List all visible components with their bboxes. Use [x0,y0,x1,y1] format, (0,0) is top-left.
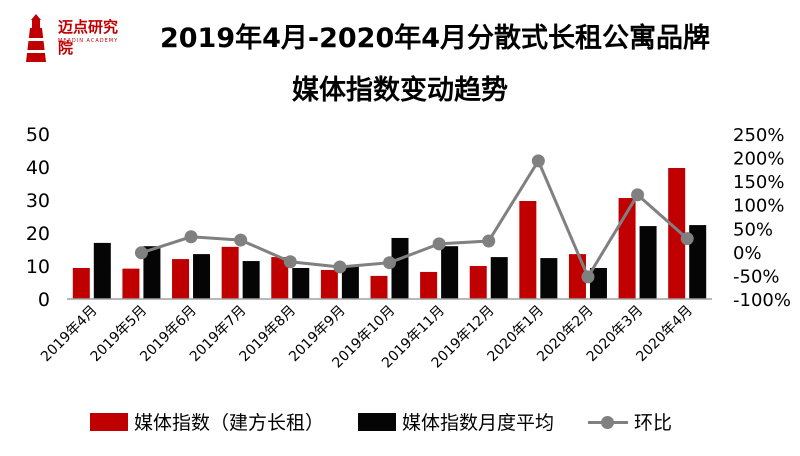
bar-series1 [172,259,190,299]
bar-series2 [193,254,211,299]
line-point [631,188,645,202]
right-axis-tick: 0% [733,243,762,264]
line-point [482,234,496,248]
bar-series2 [689,225,707,299]
bar-series1 [320,269,338,299]
line-point [283,255,297,269]
chart-title-line2: 媒体指数变动趋势 [292,75,508,106]
legend-item-series2: 媒体指数月度平均 [358,408,554,435]
legend-item-series1: 媒体指数（建方长租） [90,408,324,435]
left-axis-tick: 20 [26,223,50,245]
legend-swatch-black [358,412,397,431]
legend-swatch-red [90,412,128,431]
line-point [680,232,694,246]
right-axis-tick: 250% [733,125,784,146]
logo-text: 迈点研究院 [58,18,119,57]
bar-series1 [469,266,487,299]
line-point [432,237,446,251]
legend-label: 环比 [634,412,673,434]
left-axis-tick: 30 [26,190,50,212]
logo: 迈点研究院 MEADIN ACADEMY [18,14,128,66]
right-axis-tick: -50% [733,266,780,287]
legend-item-series3: 环比 [588,408,672,435]
line-point [383,256,396,270]
bar-series2 [341,265,359,299]
bar-series2 [292,267,310,299]
line-series3 [140,157,689,281]
bar-series2 [490,257,508,299]
bar-series2 [143,246,161,299]
left-axis-tick: 40 [26,157,50,179]
right-axis-tick: 200% [733,149,784,170]
line-point [581,270,595,284]
bar-series1 [519,200,537,299]
line-point [134,246,148,260]
legend-label: 媒体指数（建方长租） [134,412,325,434]
right-axis-tick: 50% [733,219,773,240]
chart-title-line1: 2019年4月-2020年4月分散式长租公寓品牌 [159,23,711,54]
lighthouse-icon [26,14,46,62]
left-axis-tick: 10 [26,256,50,278]
bar-series2 [441,246,459,299]
bar-series2 [93,242,111,299]
left-axis-tick: 0 [38,289,50,311]
bar-series2 [242,261,260,299]
line-point [531,154,545,168]
bar-series1 [271,257,289,299]
bar-series2 [540,258,558,299]
bar-series2 [639,226,657,299]
bar-series1 [370,275,388,299]
bar-series1 [420,271,438,299]
bar-series1 [618,198,636,299]
right-axis-tick: 100% [733,196,784,217]
right-axis-tick: 150% [733,172,784,193]
legend-line-marker-icon [588,413,629,431]
line-point [333,260,347,274]
left-axis-tick: 50 [26,124,50,146]
bar-series1 [221,246,239,299]
line-point [184,230,198,244]
bar-series2 [391,237,409,299]
logo-subtext: MEADIN ACADEMY [58,38,119,44]
right-axis-tick: -100% [733,290,791,311]
bar-series1 [122,268,140,299]
line-point [234,233,248,247]
bar-series1 [668,167,686,299]
legend: 媒体指数（建方长租） 媒体指数月度平均 环比 [90,408,706,435]
bar-series1 [72,267,90,299]
legend-label: 媒体指数月度平均 [402,412,555,434]
